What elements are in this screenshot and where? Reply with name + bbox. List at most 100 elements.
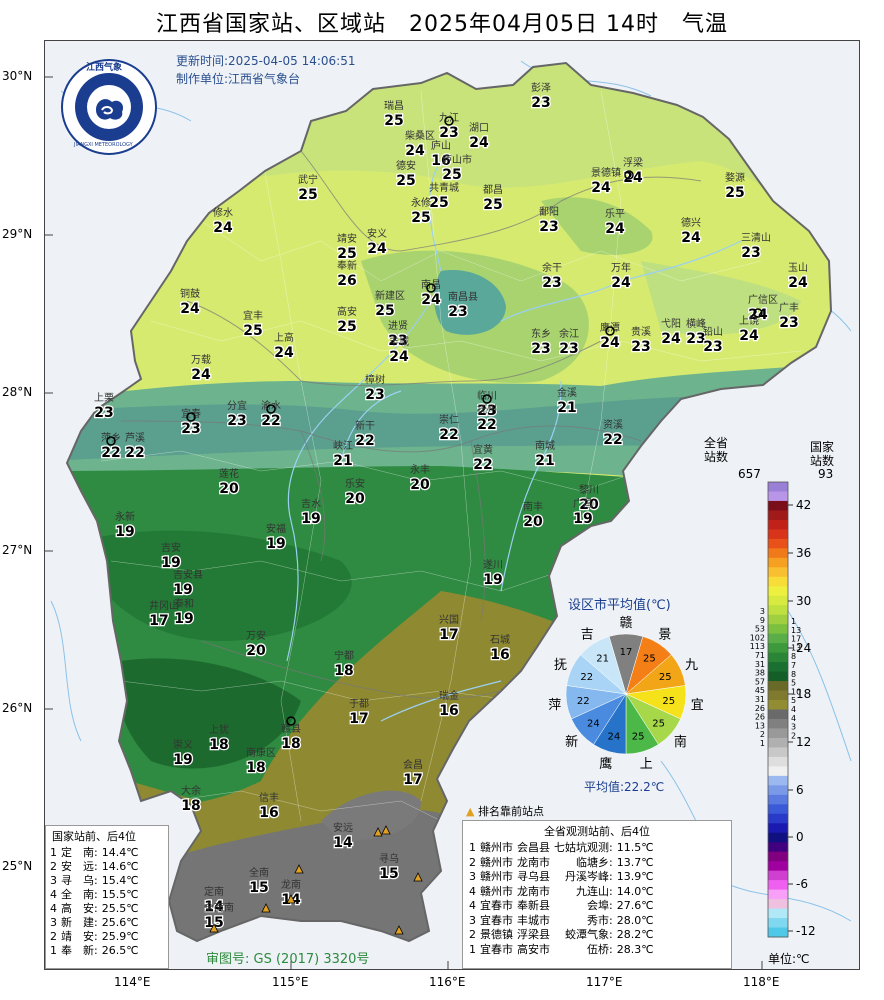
rank-cell: 2: [469, 855, 476, 869]
pie-value: 25: [659, 672, 672, 683]
station-temp: 25: [429, 195, 448, 211]
station-name: 新建区: [375, 289, 405, 302]
colorbar-segment: [768, 861, 788, 872]
pie-value: 25: [632, 731, 645, 742]
pie-title: 设区市平均值(℃): [568, 598, 671, 613]
lat-label: 30°N: [2, 69, 33, 83]
station-name: 柴桑区: [405, 129, 435, 142]
colorbar-segment: [768, 889, 788, 900]
rank-cell: 蛟潭气象:: [565, 928, 613, 941]
rank-triangle-icon: [294, 864, 304, 874]
colorbar-segment: [768, 567, 788, 578]
station-name: 峡江: [333, 439, 353, 452]
station-name: 修水: [213, 206, 233, 219]
colorbar-segment: [768, 908, 788, 919]
colorbar-segment: [768, 482, 788, 492]
rank-cell: 丹溪岑峰:: [565, 870, 613, 883]
colorbar-segment: [768, 756, 788, 767]
station-temp: 14: [204, 899, 224, 915]
rank-cell: 赣州市: [480, 870, 513, 883]
colorbar-left-count: 31: [755, 695, 765, 704]
station-temp: 23: [388, 333, 407, 349]
rank-cell: 3: [50, 916, 57, 929]
station-temp: 22: [261, 413, 280, 429]
station-temp: 20: [410, 477, 430, 493]
rank-cell: 会昌县: [517, 841, 550, 854]
province-rank-row: 4 宜春市 奉新县 会埠: 27.6℃: [467, 899, 656, 914]
province-rank-panel: 全省观测站前、后4位 1 赣州市 会昌县 七姑坑观测: 11.5℃ 2 赣州市 龙南市 临塘乡:…: [462, 820, 732, 969]
station-name: 丰城: [389, 335, 409, 348]
station-name: 庐山: [431, 139, 451, 152]
station-temp: 17: [403, 772, 422, 788]
colorbar-right-count: 4: [791, 714, 796, 723]
station-temp: 19: [266, 536, 285, 552]
station-name: 乐安: [345, 477, 365, 490]
pie-city-label: 南: [674, 734, 687, 750]
logo-top-text: 江西气象: [86, 63, 123, 73]
colorbar-segment: [768, 927, 788, 938]
colorbar-segment: [768, 794, 788, 805]
rank-cell: 28.0℃: [616, 913, 654, 927]
pie-city-label: 鹰: [599, 756, 612, 772]
colorbar-left-count: 3: [760, 607, 765, 616]
station-name: 靖安: [337, 232, 357, 245]
station-name: 瑞金: [439, 689, 459, 702]
station-name: 鄱阳: [539, 205, 559, 218]
rank-cell: 赣州市: [480, 884, 513, 898]
colorbar-right-count: 8: [791, 652, 796, 661]
colorbar-right-count: 1: [791, 617, 796, 626]
colorbar-national-count: 93: [818, 467, 834, 481]
lon-label: 114°E: [114, 975, 151, 989]
station-temp: 15: [379, 866, 398, 882]
station-temp: 19: [301, 511, 320, 527]
rank-cell: 寻 乌:: [61, 874, 98, 887]
colorbar-total-count: 657: [738, 467, 761, 481]
rank-cell: 25.9℃: [101, 930, 139, 943]
city-station-icon: [426, 283, 436, 293]
station-temp: 25: [243, 323, 262, 339]
rank-cell: 景德镇: [480, 928, 513, 941]
station-temp: 22: [603, 432, 622, 448]
pie-city-label: 抚: [554, 658, 567, 673]
rank-cell: 11.5℃: [616, 841, 654, 854]
station-name: 樟树: [365, 373, 385, 386]
colorbar-national-header: 国家 站数: [810, 440, 835, 468]
city-station-icon: [286, 716, 296, 726]
pie-svg: 17 赣 25 景 25 九 25 宜 25 南 25 上 24 鹰 24 新 22 萍 22 抚 21 吉: [548, 616, 704, 772]
colorbar-segment: [768, 500, 788, 511]
station-temp: 24: [213, 220, 233, 236]
colorbar-right-count: 3: [791, 723, 796, 732]
station-name: 石城: [490, 634, 510, 646]
lon-label: 118°E: [743, 975, 780, 989]
colorbar-segment: [768, 633, 788, 644]
colorbar-segment: [768, 785, 788, 796]
rank-triangle-icon: [286, 894, 296, 904]
station-name: 吉安县: [173, 568, 203, 581]
colorbar-left-count: 26: [755, 713, 765, 722]
colorbar-segment: [768, 652, 788, 663]
lat-label: 28°N: [2, 385, 33, 399]
colorbar-segment: [768, 605, 788, 616]
colorbar-segment: [768, 709, 788, 720]
national-rank-row: 1 奉 新: 26.5℃: [48, 944, 141, 958]
colorbar-segment: [768, 747, 788, 758]
colorbar-tick: 42: [796, 498, 811, 512]
rank-cell: 2: [50, 930, 57, 943]
rank-cell: 宜春市: [480, 899, 513, 912]
station-name: 莲花: [219, 467, 239, 480]
